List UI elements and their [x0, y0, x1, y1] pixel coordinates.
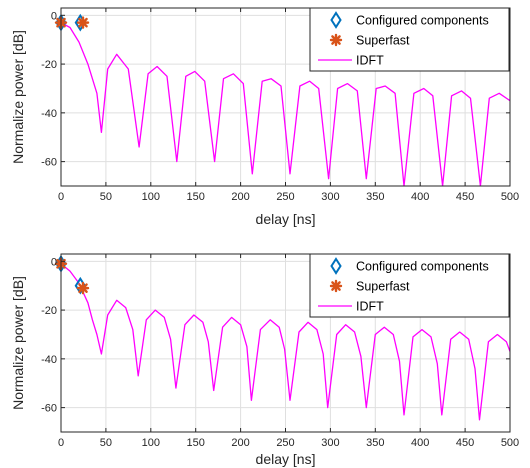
panel-2-y-tick-label-0: 0 [51, 256, 57, 268]
panel-2-x-tick-label-2: 100 [142, 437, 160, 449]
panel-1-legend-asterisk-icon [329, 33, 343, 47]
panel-1-x-tick-label-4: 200 [231, 191, 249, 203]
panel-2-y-tick-label-3: -60 [41, 403, 57, 415]
panel-2-superfast-marker-1 [76, 281, 90, 295]
panel-1-superfast-marker-1 [76, 16, 90, 29]
panel-1-idft-line [61, 22, 510, 186]
panel-1-legend-diamond-icon [330, 11, 342, 29]
panel-1-legend-label-2: IDFT [356, 54, 384, 68]
panel-2-x-tick-label-10: 500 [501, 437, 519, 449]
panel-2-x-tick-label-6: 300 [321, 437, 339, 449]
panel-2-x-tick-label-4: 200 [231, 437, 249, 449]
panel-2-x-tick-label-9: 450 [456, 437, 474, 449]
panel-1-x-tick-label-5: 250 [276, 191, 294, 203]
panel-2-legend-label-0: Configured components [356, 260, 489, 274]
panel-1-x-tick-label-6: 300 [321, 191, 339, 203]
panel-2-y-tick-label-2: -40 [41, 354, 57, 366]
panel-2-x-tick-label-5: 250 [276, 437, 294, 449]
panel-1-y-tick-label-1: -20 [41, 59, 57, 71]
panel-2-idft-line [61, 263, 510, 421]
panel-2-legend-diamond-icon [330, 257, 342, 275]
panel-2-legend-asterisk-icon [329, 279, 343, 293]
panel-1-x-tick-label-10: 500 [501, 191, 519, 203]
panel-2-y-axis-label: Normalize power [dB] [10, 276, 26, 410]
panel-1-x-axis-label: delay [ns] [256, 211, 316, 227]
panel-1-x-tick-label-8: 400 [411, 191, 429, 203]
panel-1-y-axis-label: Normalize power [dB] [10, 30, 26, 164]
panel-1-y-tick-label-2: -40 [41, 108, 57, 120]
panel-1-x-tick-label-1: 50 [100, 191, 112, 203]
panel-1-y-tick-label-3: -60 [41, 157, 57, 169]
panel-2-x-tick-label-0: 0 [58, 437, 64, 449]
panel-1-x-tick-label-7: 350 [366, 191, 384, 203]
panel-2-legend-label-1: Superfast [356, 280, 410, 294]
panel-1-x-tick-label-0: 0 [58, 191, 64, 203]
panel-2-x-tick-label-3: 150 [187, 437, 205, 449]
panel-1-y-tick-label-0: 0 [51, 10, 57, 22]
panel-2-x-tick-label-7: 350 [366, 437, 384, 449]
panel-2-y-tick-label-1: -20 [41, 305, 57, 317]
panel-1-x-tick-label-2: 100 [142, 191, 160, 203]
panel-2-x-tick-label-1: 50 [100, 437, 112, 449]
panel-1-legend-label-1: Superfast [356, 34, 410, 48]
panel-2-x-tick-label-8: 400 [411, 437, 429, 449]
panel-2-legend-label-2: IDFT [356, 300, 384, 314]
panel-2-x-axis-label: delay [ns] [256, 451, 316, 467]
panel-1-x-tick-label-9: 450 [456, 191, 474, 203]
panel-1-x-tick-label-3: 150 [187, 191, 205, 203]
panel-1-legend-label-0: Configured components [356, 14, 489, 28]
